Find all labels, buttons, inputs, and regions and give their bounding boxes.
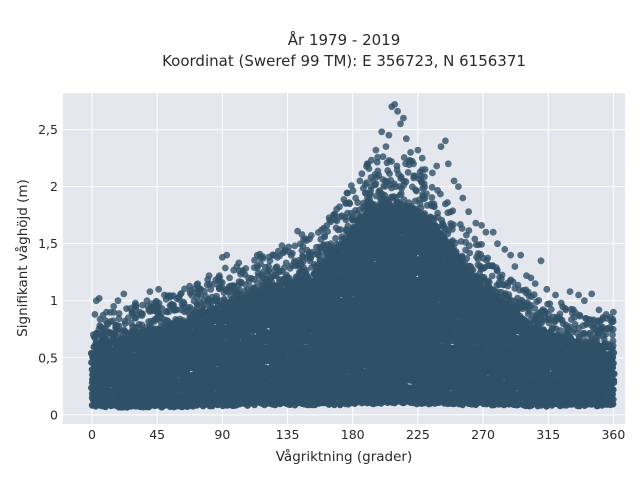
scatter-points <box>87 101 618 411</box>
